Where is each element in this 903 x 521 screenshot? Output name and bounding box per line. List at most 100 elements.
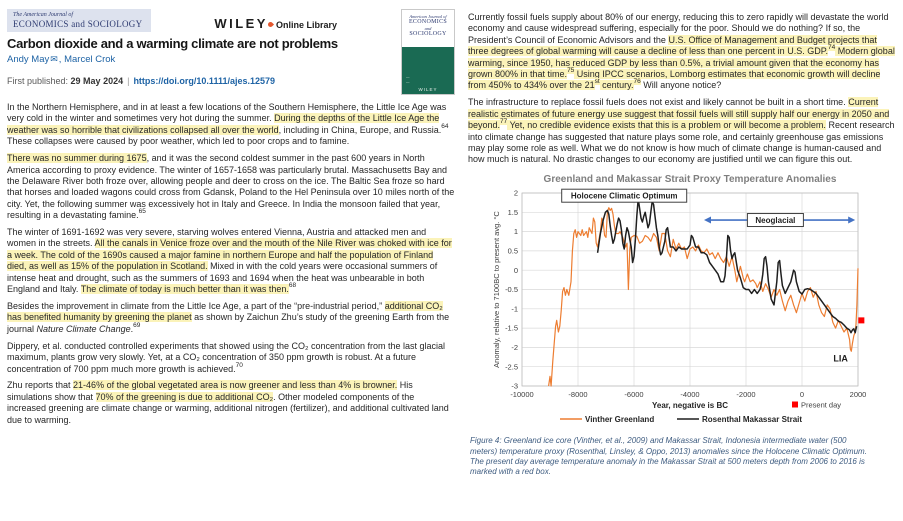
wiley-flame-icon (266, 20, 275, 29)
wiley-suffix: Online Library (275, 20, 337, 30)
paragraph: The infrastructure to replace fossil fue… (468, 97, 897, 165)
footnote-ref: 69 (133, 321, 141, 329)
y-tick-label: 2 (514, 189, 518, 198)
text-segment: Nature Climate Change (36, 323, 131, 334)
arrowhead-right (848, 216, 856, 224)
series-line-1 (596, 198, 858, 334)
y-tick-label: -0.5 (505, 285, 518, 294)
cover-publisher: WILEY (418, 87, 438, 92)
legend-label-0: Vinther Greenland (585, 415, 654, 424)
author-link-2[interactable]: Marcel Crok (64, 54, 116, 65)
footnote-ref: 65 (138, 208, 146, 216)
highlighted-text: The climate of today is much better than… (80, 284, 289, 295)
text-segment: . (130, 323, 134, 334)
x-axis-title: Year, negative is BC (652, 401, 728, 410)
footnote-ref: 77 (500, 118, 508, 126)
annotation-box (561, 188, 688, 203)
article-page: The American Journal of ECONOMICS and SO… (7, 6, 897, 477)
cover-line4: SOCIOLOGY (409, 31, 447, 37)
cover-line3: and (424, 26, 432, 31)
highlighted-text: Yet, no credible evidence exists that th… (507, 120, 826, 131)
journal-cover-thumbnail[interactable]: American Journal of ECONOMICS and SOCIOL… (401, 9, 455, 95)
text-segment: Dippery, et al. conducted controlled exp… (7, 340, 446, 374)
cover-volume-lines: — — (406, 75, 410, 84)
cover-line1: American Journal of (409, 14, 447, 19)
text-segment: . Other modeled components of the increa… (7, 391, 449, 425)
left-column: The American Journal of ECONOMICS and SO… (7, 6, 455, 477)
journal-banner-line1: The American Journal of (13, 12, 74, 18)
text-segment: Zhu reports that (7, 380, 74, 391)
y-tick-label: 1.5 (508, 208, 518, 217)
footnote-ref: 76 (633, 78, 641, 86)
text-segment: Will anyone notice? (640, 80, 722, 91)
doi-link[interactable]: https://doi.org/10.1111/ajes.12579 (133, 76, 276, 86)
y-tick-label: 0.5 (508, 247, 518, 256)
text-segment: These collapses were caused by poor weat… (7, 136, 350, 147)
highlighted-text: 21-46% of the global vegetated area is n… (73, 380, 398, 391)
journal-cover-body: — — WILEY (402, 47, 454, 94)
figure-caption-label: Figure 4: (470, 436, 502, 446)
paragraph: Zhu reports that 21-46% of the global ve… (7, 380, 455, 426)
y-tick-label: 0 (514, 266, 518, 275)
text-segment: The winter of 1691-1692 was very severe,… (7, 227, 427, 249)
y-axis-title: Anomaly, relative to 7100BC to present a… (492, 211, 501, 368)
right-column: Currently fossil fuels supply about 80% … (468, 6, 897, 477)
text-segment: Mixed in with the cold years were occasi… (7, 261, 438, 295)
arrowhead-left (704, 216, 711, 224)
author-separator: , (58, 54, 65, 65)
y-tick-label: -1.5 (505, 324, 518, 333)
published-separator: | (127, 76, 130, 86)
text-segment: , and it was the second coldest summer i… (7, 153, 455, 221)
annotation-box (746, 213, 804, 228)
y-tick-label: -1 (511, 305, 518, 314)
annotation-label: LIA (833, 354, 848, 364)
journal-banner-line2: ECONOMICS and SOCIOLOGY (13, 19, 143, 29)
x-tick-label: -2000 (736, 390, 755, 399)
present-day-marker (858, 317, 865, 324)
author-line: Andy May✉, Marcel Crok (7, 54, 455, 65)
published-date: 29 May 2024 (70, 76, 124, 86)
figure-caption-text: Greenland ice core (Vinther, et al., 200… (470, 436, 867, 477)
published-label2: First published: (7, 76, 69, 86)
footnote-ref: 75 (567, 67, 575, 75)
left-column-text: In the Northern Hemisphere, and in at le… (7, 102, 455, 426)
paragraph: Besides the improvement in climate from … (7, 301, 455, 335)
article-header: The American Journal of ECONOMICS and SO… (7, 6, 455, 102)
chart-title: Greenland and Makassar Strait Proxy Temp… (544, 174, 837, 185)
right-column-text: Currently fossil fuels supply about 80% … (468, 12, 897, 166)
text-segment: Currently fossil fuels supply about 80% … (468, 12, 889, 45)
wiley-logo[interactable]: WILEY Online Library (214, 15, 337, 33)
text-segment: , including in China, Europe, and Russia… (278, 124, 442, 135)
highlighted-text: 70% of the greening is due to additional… (95, 391, 274, 402)
annotation-label: Neoglacial (755, 216, 795, 225)
footnote-ref: 64 (441, 122, 449, 130)
y-tick-label: -2 (511, 343, 518, 352)
journal-banner: The American Journal of ECONOMICS and SO… (7, 9, 152, 32)
annotation-label: Holocene Climatic Optimum (571, 192, 678, 201)
text-segment: In the Northern Hemisphere, and in at le… (7, 102, 447, 124)
paragraph: Dippery, et al. conducted controlled exp… (7, 341, 455, 375)
footnote-ref: 70 (235, 361, 243, 369)
temperature-anomaly-chart: 2 1.5 1 0.5 0 -0.5 -1 -1.5 -2 -2.5 -3-10000 -8000 -6… (492, 174, 867, 424)
author-link-1[interactable]: Andy May (7, 54, 50, 65)
cover-line2: ECONOMICS (408, 19, 448, 25)
figure-caption: Figure 4: Greenland ice core (Vinther, e… (470, 436, 874, 477)
text-segment: His simulations show that (7, 380, 413, 402)
text-segment: Recent research into climate change has … (468, 120, 895, 165)
envelope-icon[interactable]: ✉ (50, 54, 58, 64)
highlighted-text: century. (599, 80, 634, 91)
x-tick-label: -8000 (568, 390, 587, 399)
series-line-0 (548, 207, 859, 387)
text-segment: as shown by Zaichun Zhu’s study of the g… (7, 312, 450, 334)
x-tick-label: -4000 (680, 390, 699, 399)
present-day-legend-swatch (792, 401, 798, 408)
plot-border (521, 192, 859, 387)
x-tick-label: 2000 (850, 390, 867, 399)
y-tick-label: -2.5 (505, 363, 518, 372)
highlighted-text: There was no summer during 1675 (7, 153, 147, 164)
legend-label-1: Rosenthal Makassar Strait (702, 415, 802, 424)
journal-cover-masthead: American Journal of ECONOMICS and SOCIOL… (402, 10, 454, 47)
text-segment: The infrastructure to replace fossil fue… (468, 97, 849, 108)
footnote-ref: 74 (828, 44, 836, 52)
footnote-ref: 68 (288, 282, 297, 290)
